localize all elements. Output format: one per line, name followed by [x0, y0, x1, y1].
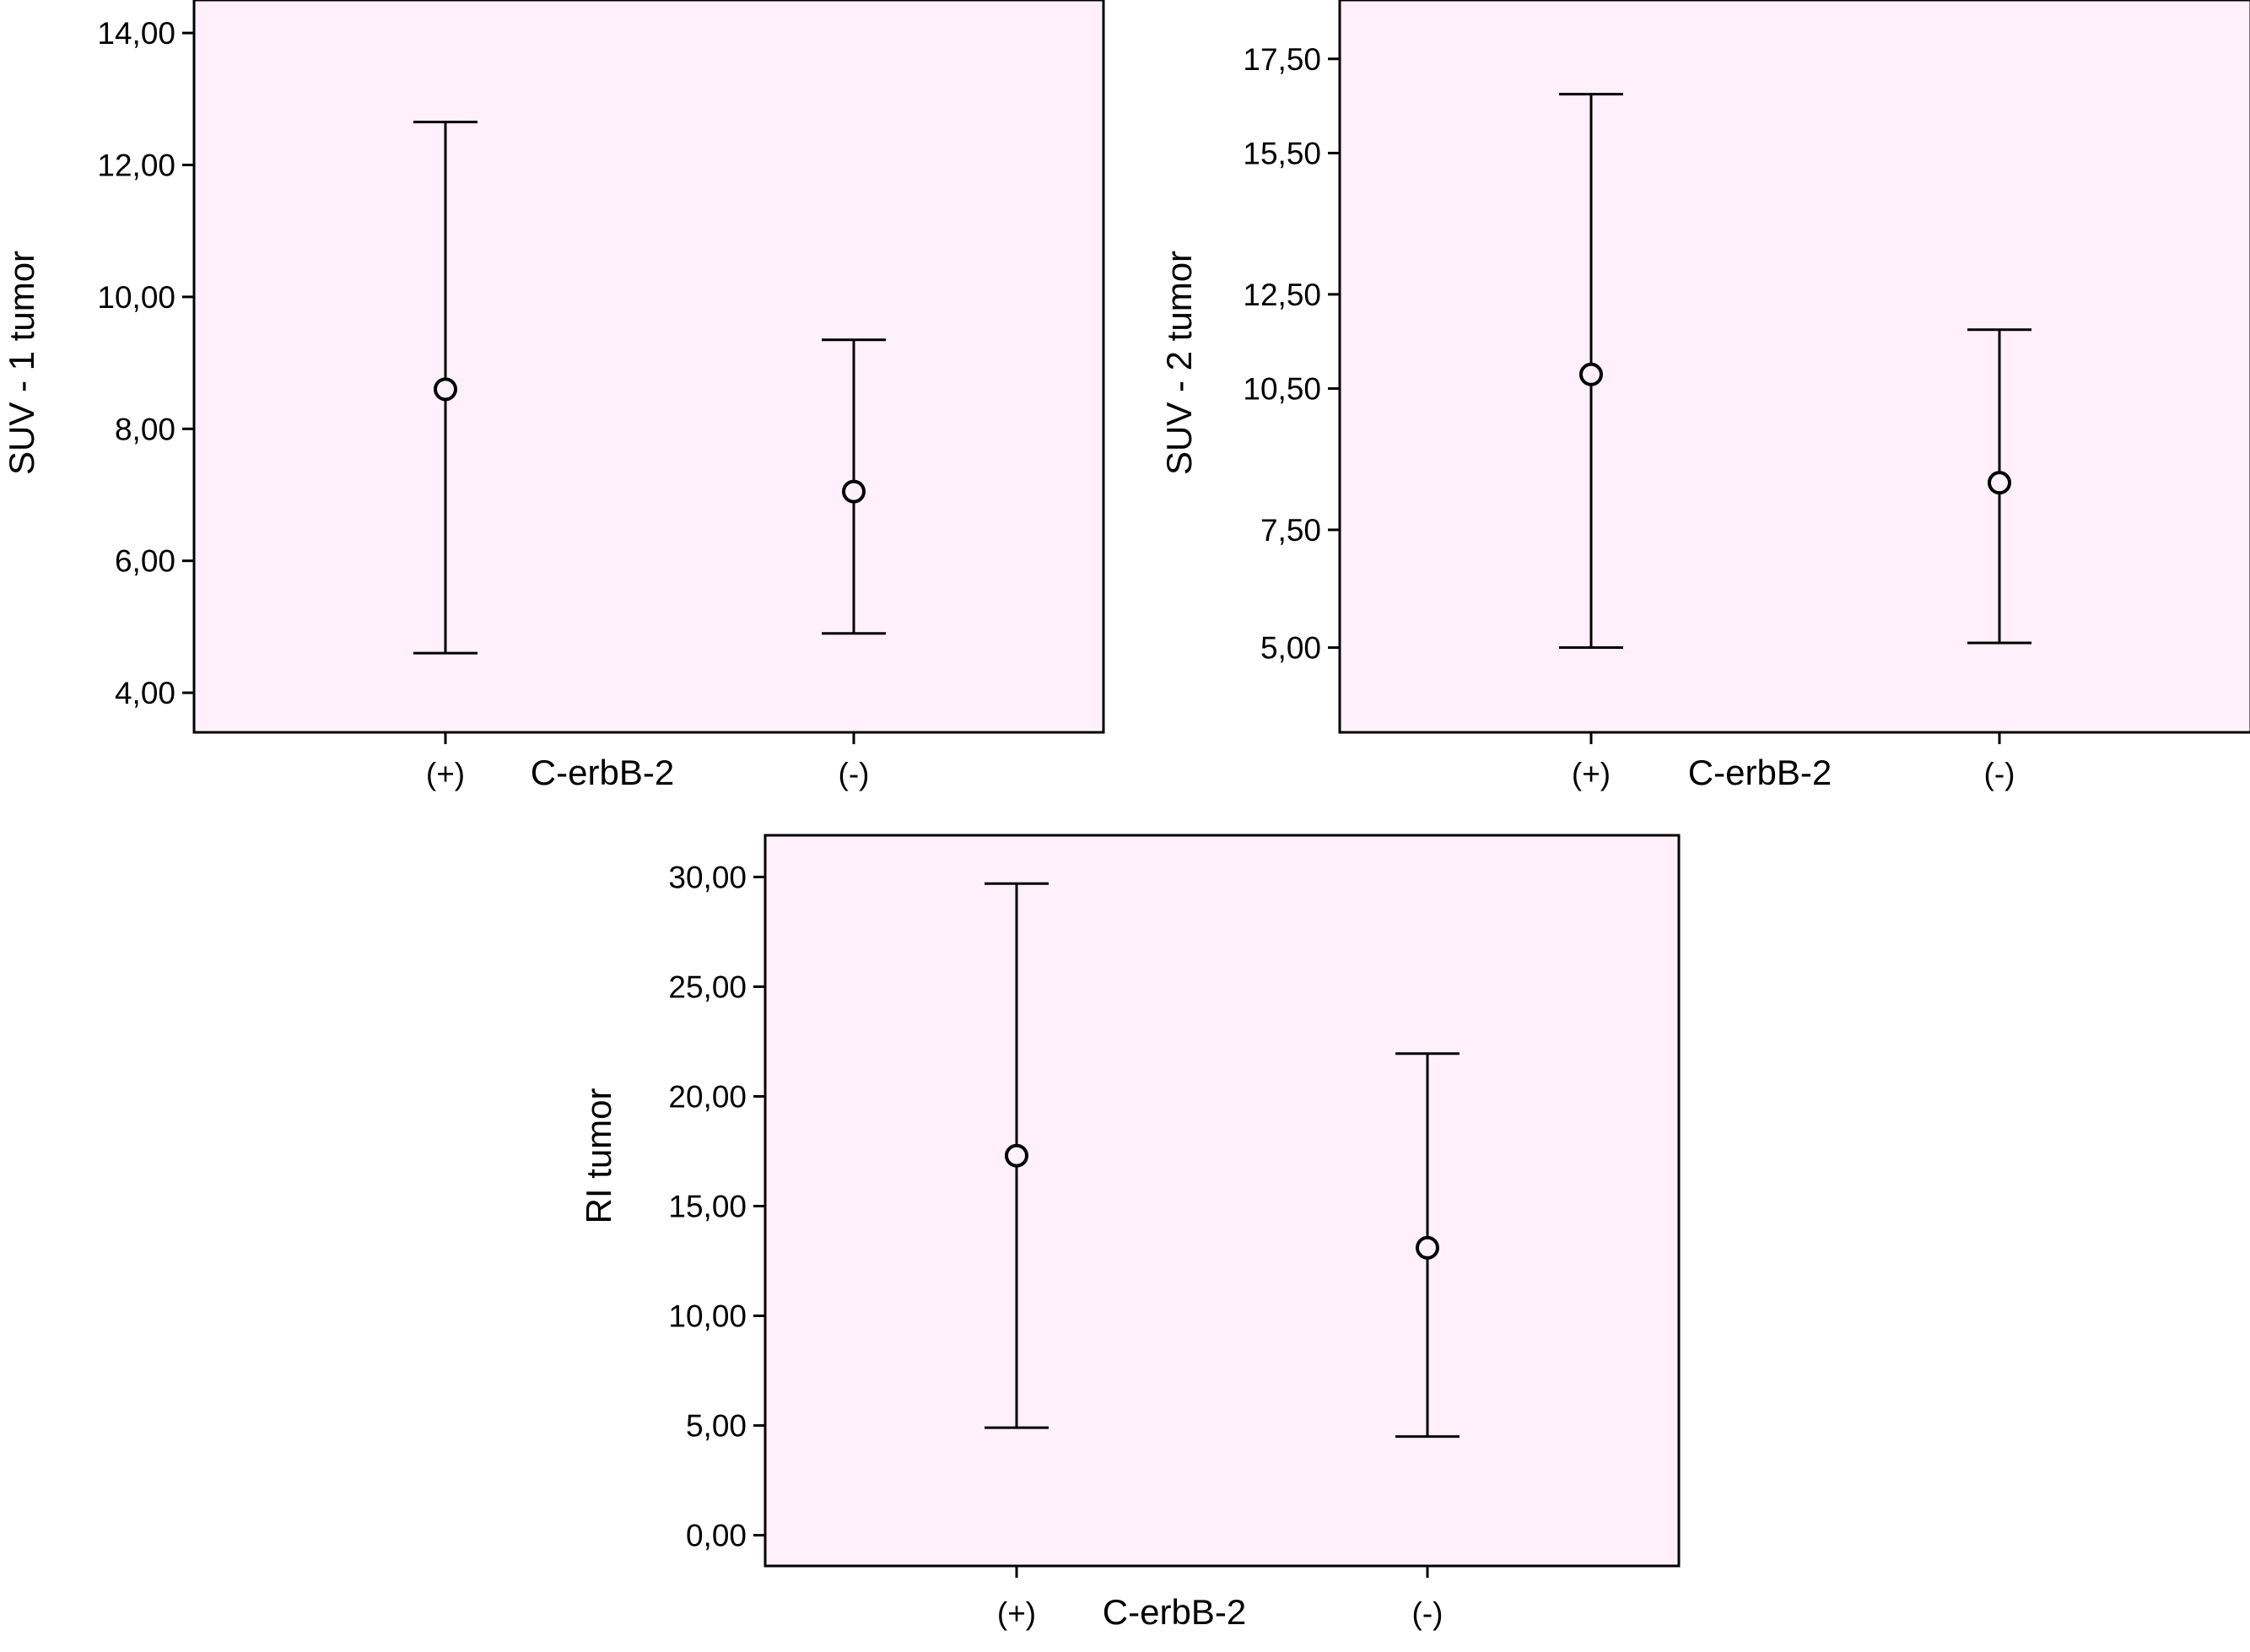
y-tick-label: 20,00: [668, 1079, 747, 1114]
y-tick-label: 8,00: [115, 412, 175, 446]
x-axis-title: C-erbB-2: [1103, 1592, 1246, 1632]
y-axis-title: SUV - 1 tumor: [2, 251, 41, 475]
y-tick-label: 12,50: [1243, 278, 1321, 312]
x-category-label: (+): [1572, 757, 1611, 791]
y-tick-label: 30,00: [668, 860, 747, 894]
mean-marker: [1416, 1235, 1439, 1260]
x-category-label: (-): [1984, 757, 2015, 791]
y-tick-label: 10,00: [668, 1299, 747, 1334]
chart-panel-2: 5,00 7,50 10,50 12,50 15,50 17,50 (+) (-) C-erbB…: [1159, 0, 2250, 792]
y-tick-label: 12,00: [97, 148, 175, 182]
mean-marker: [842, 479, 866, 504]
y-tick-label: 10,50: [1243, 372, 1321, 407]
x-axis-title: C-erbB-2: [531, 753, 674, 792]
y-tick-label: 7,50: [1260, 513, 1321, 548]
mean-marker: [1005, 1143, 1028, 1168]
y-axis-title: SUV - 2 tumor: [1159, 251, 1199, 475]
y-tick-label: 4,00: [115, 676, 175, 710]
y-tick-label: 6,00: [115, 544, 175, 579]
chart-panel-1: 4,00 6,00 8,00 10,00 12,00 14,00 (+) (-) C-erbB-…: [2, 0, 1105, 792]
x-category-label: (-): [839, 757, 870, 791]
plot-area: [763, 834, 1681, 1568]
y-tick-label: 17,50: [1243, 42, 1321, 77]
x-category-label: (+): [426, 757, 465, 791]
y-tick-label: 10,00: [97, 280, 175, 315]
y-tick-label: 15,00: [668, 1190, 747, 1224]
chart-panel-3: 0,00 5,00 10,00 15,00 20,00 25,00 30,00 (+) (-) C…: [579, 834, 1681, 1632]
y-tick-label: 5,00: [1260, 631, 1321, 666]
y-axis-title: RI tumor: [579, 1088, 618, 1223]
x-category-label: (+): [997, 1596, 1036, 1631]
x-category-label: (-): [1412, 1596, 1443, 1631]
mean-marker: [1988, 471, 2011, 495]
y-tick-label: 0,00: [686, 1519, 747, 1553]
plot-area: [192, 0, 1105, 734]
plot-area: [1338, 0, 2250, 734]
x-axis-title: C-erbB-2: [1688, 753, 1832, 792]
y-tick-label: 25,00: [668, 969, 747, 1004]
mean-marker: [434, 377, 457, 402]
y-tick-label: 15,50: [1243, 136, 1321, 170]
y-tick-label: 14,00: [97, 16, 175, 51]
y-tick-label: 5,00: [686, 1409, 747, 1444]
mean-marker: [1579, 362, 1603, 386]
